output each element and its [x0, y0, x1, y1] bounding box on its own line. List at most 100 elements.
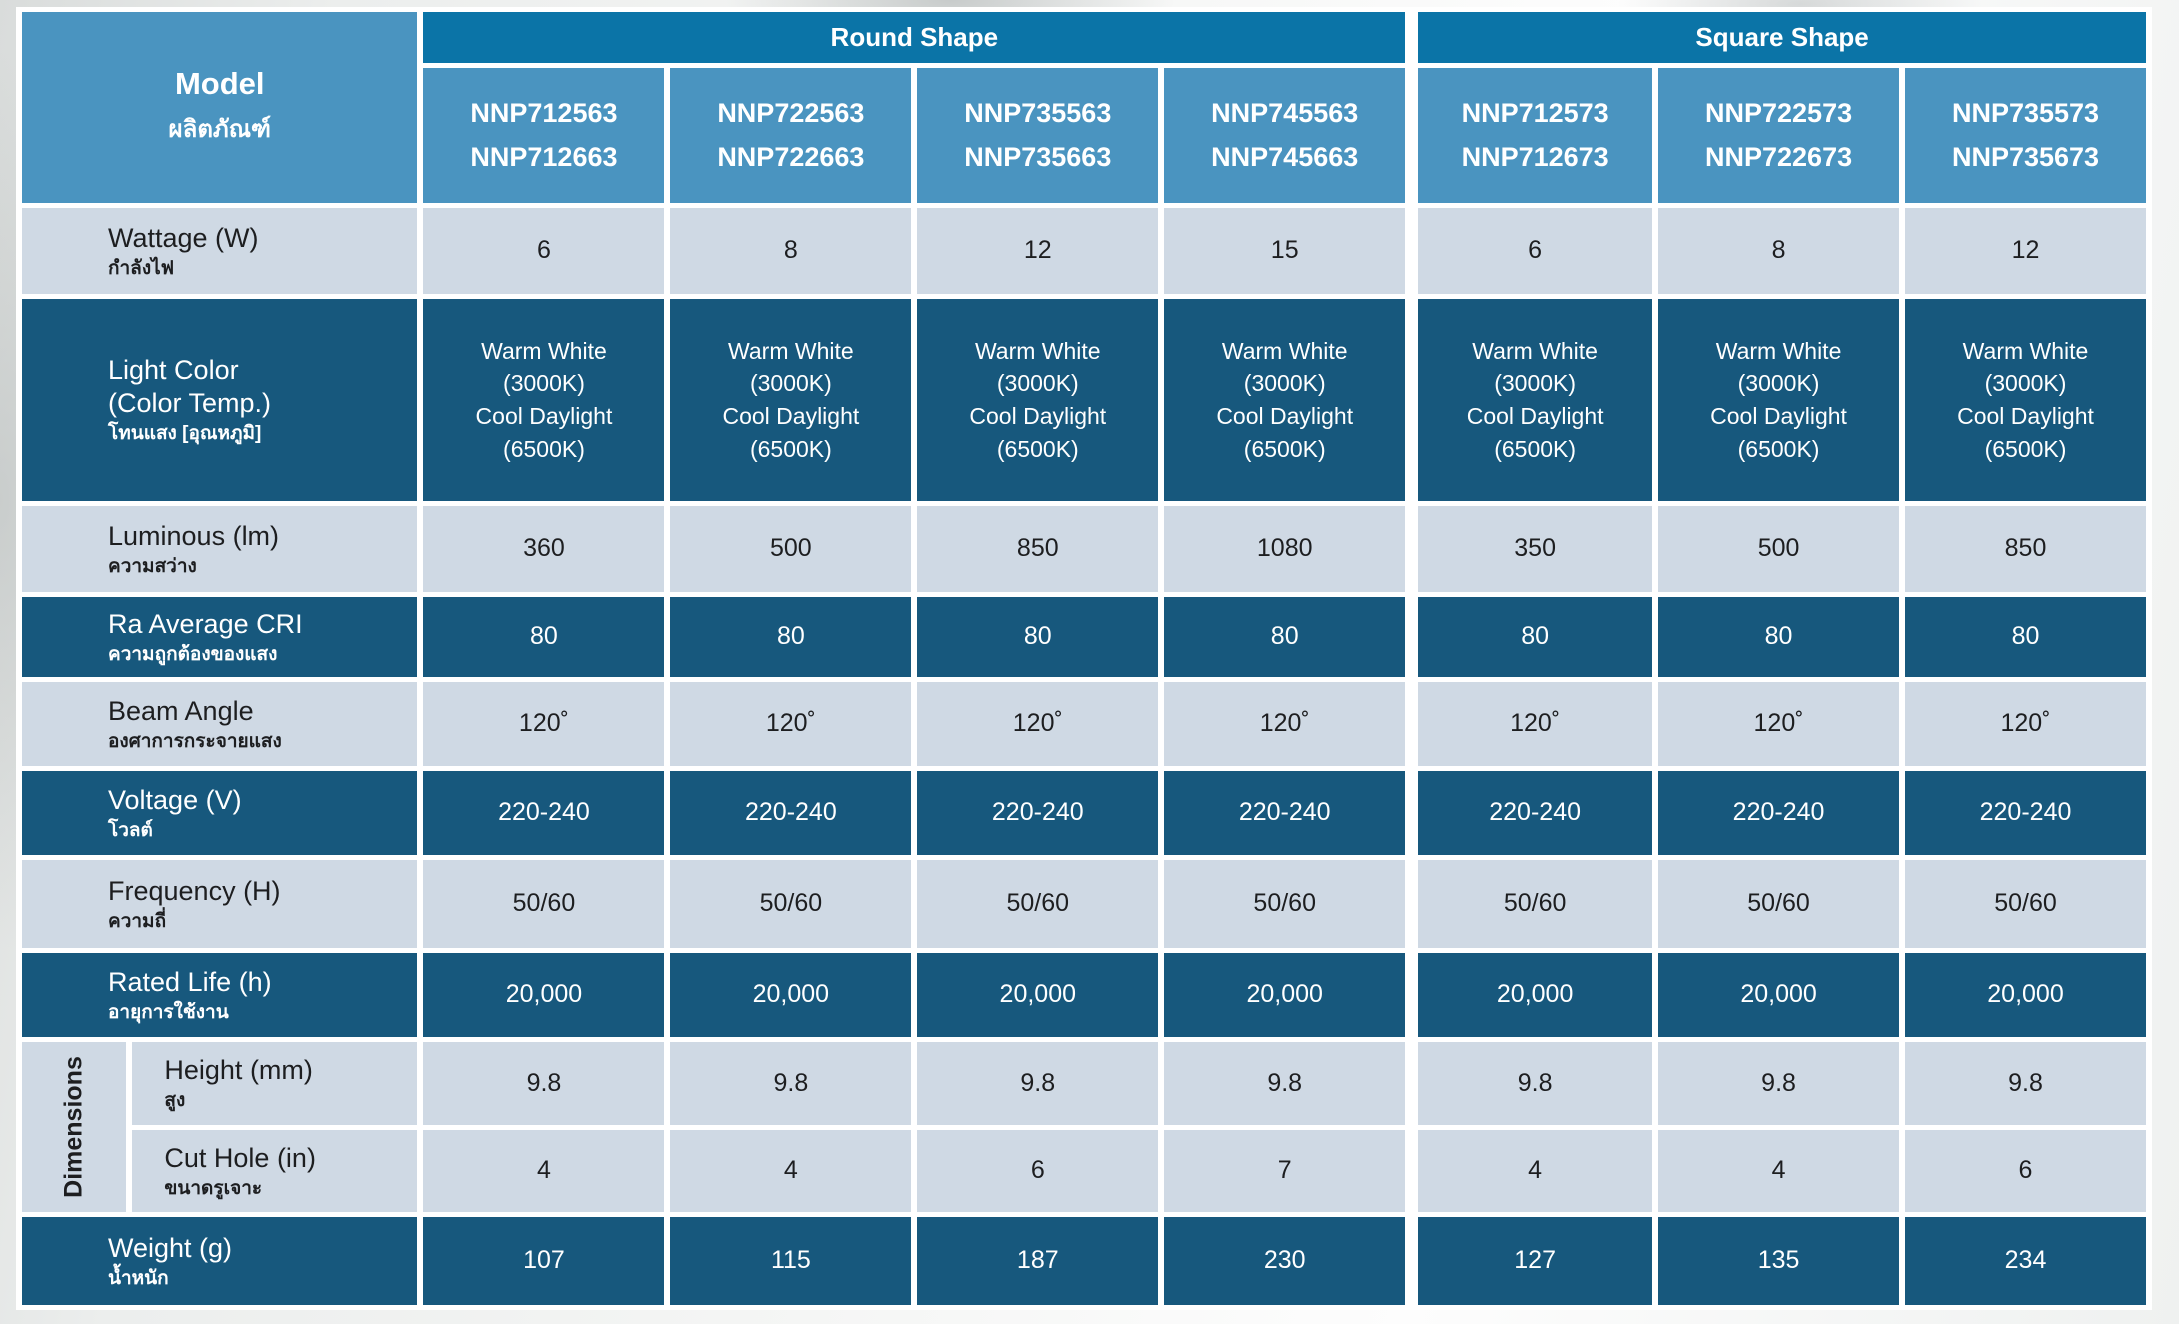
row-label: Voltage (V) [108, 784, 242, 815]
value-cell: 220-240 [1658, 771, 1900, 855]
value-cell: 6 [1905, 1130, 2146, 1212]
model-header-label-thai: ผลิตภัณฑ์ [168, 116, 271, 144]
value-cell: 115 [670, 1217, 912, 1305]
value-cell: 80 [1658, 597, 1900, 677]
value-cell: 20,000 [1164, 953, 1406, 1037]
value-cell: 220-240 [1411, 771, 1653, 855]
row-label: Cut Hole (in) [164, 1142, 316, 1173]
value-cell: Warm White (3000K) Cool Daylight (6500K) [1164, 299, 1406, 501]
model-header-label: Model [174, 65, 265, 101]
value-cell: 220-240 [670, 771, 912, 855]
row-label: Luminous (lm) [108, 520, 280, 551]
value-cell: 20,000 [670, 953, 912, 1037]
value-cell: 80 [670, 597, 912, 677]
value-cell: 15 [1164, 208, 1406, 294]
value-cell: 20,000 [1905, 953, 2146, 1037]
value-cell: 20,000 [423, 953, 665, 1037]
value-cell: 50/60 [670, 860, 912, 948]
value-cell: 234 [1905, 1217, 2146, 1305]
value-cell: 9.8 [1164, 1042, 1406, 1125]
value-cell: 50/60 [917, 860, 1159, 948]
value-cell: 20,000 [917, 953, 1159, 1037]
row-header-light-color: Light Color (Color Temp.) โทนแสง [อุณหภู… [22, 299, 418, 501]
row-label-thai: โทนแสง [อุณหภูมิ] [108, 423, 262, 445]
value-cell: 6 [423, 208, 665, 294]
value-cell: 6 [917, 1130, 1159, 1212]
value-cell: 20,000 [1658, 953, 1900, 1037]
model-cell: NNP712573 NNP712673 [1411, 68, 1653, 203]
row-label-thai: กำลังไฟ [108, 257, 175, 279]
value-cell: 80 [917, 597, 1159, 677]
model-header-cell: Model ผลิตภัณฑ์ [22, 12, 418, 203]
row-label-thai: โวลต์ [108, 819, 153, 841]
value-cell: 50/60 [1905, 860, 2146, 948]
row-label-thai: อายุการใช้งาน [108, 1001, 229, 1023]
model-cell: NNP735563 NNP735663 [917, 68, 1159, 203]
value-cell: 50/60 [1411, 860, 1653, 948]
row-label-thai: ความสว่าง [108, 555, 197, 577]
value-cell: 107 [423, 1217, 665, 1305]
dimensions-header-cell: Dimensions [22, 1042, 127, 1212]
value-cell: 120˚ [423, 682, 665, 766]
row-header-weight: Weight (g) น้ำหนัก [22, 1217, 418, 1305]
value-cell: 4 [423, 1130, 665, 1212]
value-cell: 120˚ [670, 682, 912, 766]
row-header-frequency: Frequency (H) ความถี่ [22, 860, 418, 948]
row-label: Wattage (W) [108, 222, 259, 253]
value-cell: Warm White (3000K) Cool Daylight (6500K) [917, 299, 1159, 501]
value-cell: 220-240 [1905, 771, 2146, 855]
value-cell: 850 [1905, 506, 2146, 592]
value-cell: 187 [917, 1217, 1159, 1305]
value-cell: 360 [423, 506, 665, 592]
value-cell: 120˚ [917, 682, 1159, 766]
row-label: Frequency (H) [108, 875, 281, 906]
row-header-voltage: Voltage (V) โวลต์ [22, 771, 418, 855]
row-label: Beam Angle [108, 695, 254, 726]
row-label: Ra Average CRI [108, 608, 303, 639]
value-cell: 8 [670, 208, 912, 294]
model-cell: NNP745563 NNP745663 [1164, 68, 1406, 203]
model-cell: NNP712563 NNP712663 [423, 68, 665, 203]
row-label: Height (mm) [164, 1055, 313, 1086]
row-header-cut-hole: Cut Hole (in) ขนาดรูเจาะ [132, 1130, 418, 1212]
group-header-square: Square Shape [1411, 12, 2146, 63]
value-cell: 120˚ [1658, 682, 1900, 766]
row-label-thai: สูง [164, 1090, 186, 1112]
value-cell: 80 [1164, 597, 1406, 677]
group-header-round: Round Shape [423, 12, 1406, 63]
row-header-cri: Ra Average CRI ความถูกต้องของแสง [22, 597, 418, 677]
value-cell: Warm White (3000K) Cool Daylight (6500K) [1411, 299, 1653, 501]
spec-table: Model ผลิตภัณฑ์ Round Shape Square Shape… [16, 7, 2152, 1310]
row-label-thai: ความถี่ [108, 910, 167, 932]
row-label: Weight (g) [108, 1232, 233, 1263]
value-cell: 6 [1411, 208, 1653, 294]
value-cell: 80 [1411, 597, 1653, 677]
value-cell: 127 [1411, 1217, 1653, 1305]
value-cell: 500 [670, 506, 912, 592]
value-cell: Warm White (3000K) Cool Daylight (6500K) [423, 299, 665, 501]
row-label-thai: น้ำหนัก [108, 1267, 169, 1289]
model-cell: NNP722563 NNP722663 [670, 68, 912, 203]
value-cell: 50/60 [423, 860, 665, 948]
value-cell: 4 [1658, 1130, 1900, 1212]
value-cell: 80 [423, 597, 665, 677]
value-cell: 20,000 [1411, 953, 1653, 1037]
value-cell: 80 [1905, 597, 2146, 677]
value-cell: 850 [917, 506, 1159, 592]
value-cell: 9.8 [423, 1042, 665, 1125]
value-cell: 50/60 [1164, 860, 1406, 948]
row-label-thai: องศาการกระจายแสง [108, 730, 282, 752]
row-header-luminous: Luminous (lm) ความสว่าง [22, 506, 418, 592]
value-cell: 135 [1658, 1217, 1900, 1305]
value-cell: 500 [1658, 506, 1900, 592]
value-cell: 9.8 [1905, 1042, 2146, 1125]
row-label-thai: ขนาดรูเจาะ [164, 1177, 263, 1199]
model-cell: NNP735573 NNP735673 [1905, 68, 2146, 203]
value-cell: 220-240 [917, 771, 1159, 855]
value-cell: 9.8 [1658, 1042, 1900, 1125]
model-cell: NNP722573 NNP722673 [1658, 68, 1900, 203]
value-cell: Warm White (3000K) Cool Daylight (6500K) [1658, 299, 1900, 501]
value-cell: 9.8 [670, 1042, 912, 1125]
value-cell: 220-240 [423, 771, 665, 855]
value-cell: Warm White (3000K) Cool Daylight (6500K) [670, 299, 912, 501]
